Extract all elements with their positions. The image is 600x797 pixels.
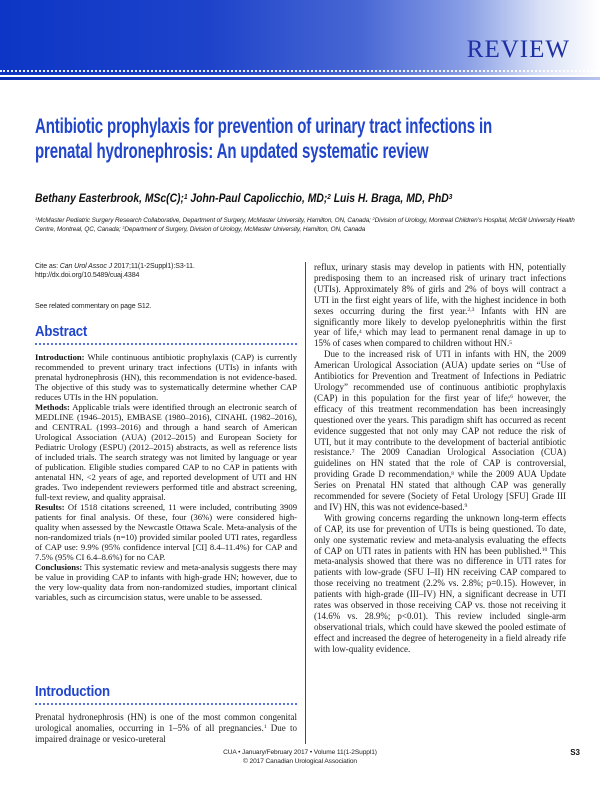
footer: CUA • January/February 2017 • Volume 11(… (0, 748, 600, 766)
left-column: Cite as: Can Urol Assoc J 2017;11(1-2Sup… (35, 262, 297, 602)
authors-line: Bethany Easterbrook, MSc(C);1 John-Paul … (35, 192, 453, 205)
review-banner (0, 0, 600, 75)
introduction-heading-rule (35, 703, 297, 705)
article-type-label: REVIEW (466, 36, 570, 63)
paragraph: Due to the increased risk of UTI in infa… (314, 349, 566, 512)
introduction-body: Prenatal hydronephrosis (HN) is one of t… (35, 712, 297, 745)
abstract-body: Introduction: While continuous antibioti… (35, 352, 297, 602)
banner-dotted-rule (0, 70, 600, 72)
paragraph: Prenatal hydronephrosis (HN) is one of t… (35, 712, 297, 744)
banner-bottom-bar (0, 77, 600, 80)
page-number: S3 (570, 748, 580, 757)
cite-as-line: Cite as: Can Urol Assoc J 2017;11(1-2Sup… (35, 263, 195, 279)
abstract-heading-rule (35, 343, 297, 345)
paragraph: reflux, urinary stasis may develop in pa… (314, 262, 567, 349)
affiliations: 1McMaster Pediatric Surgery Research Col… (35, 216, 575, 233)
paragraph: Results: Of 1518 citations screened, 11 … (35, 502, 297, 562)
paragraph: With growing concerns regarding the unkn… (314, 512, 566, 654)
column-divider (305, 262, 306, 744)
paragraph: Methods: Applicable trials were identifi… (35, 402, 297, 502)
introduction-heading: Introduction (35, 683, 110, 700)
article-title: Antibiotic prophylaxis for prevention of… (35, 114, 493, 163)
introduction-section: Introduction Prenatal hydronephrosis (HN… (35, 683, 297, 745)
footer-citation: CUA • January/February 2017 • Volume 11(… (223, 749, 377, 756)
paragraph: Introduction: While continuous antibioti… (35, 352, 297, 402)
abstract-heading: Abstract (35, 323, 88, 340)
paragraph: Conclusions: This systematic review and … (35, 562, 297, 602)
right-column: reflux, urinary stasis may develop in pa… (314, 262, 566, 655)
commentary-note: See related commentary on page S12. (35, 303, 152, 310)
footer-copyright: © 2017 Canadian Urological Association (243, 758, 357, 765)
